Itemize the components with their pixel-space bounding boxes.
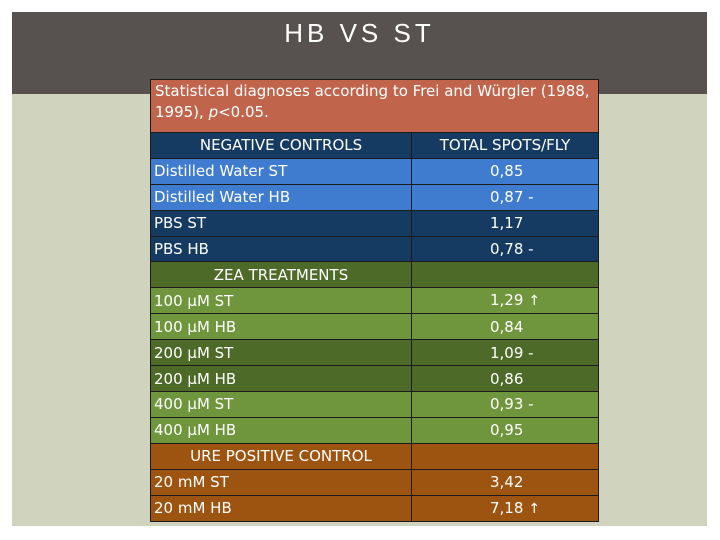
table-row: 400 µM ST 0,93 -	[150, 391, 600, 418]
table-row: Distilled Water ST 0,85	[150, 157, 600, 185]
caption-tail: <0.05.	[218, 103, 269, 121]
caption-row: Statistical diagnoses according to Frei …	[149, 79, 600, 133]
row-label: 400 µM HB	[150, 416, 412, 444]
row-value: 1,17	[410, 209, 600, 237]
table-row: PBS HB 0,78 -	[150, 235, 600, 263]
table-row: Distilled Water HB 0,87 -	[150, 183, 600, 211]
row-value-cell: 1,29 ↑	[410, 287, 600, 315]
caption-main: Statistical diagnoses according to Frei …	[155, 82, 590, 121]
row-value: 0,78 -	[410, 235, 600, 263]
up-arrow-icon: ↑	[528, 500, 541, 517]
table-row: 20 mM HB 7,18 ↑	[150, 494, 600, 522]
ure-positive-control-header: URE POSITIVE CONTROL	[150, 442, 412, 470]
row-label: Distilled Water HB	[150, 183, 412, 211]
row-value: 1,29	[490, 291, 524, 310]
table-row: 200 µM ST 1,09 -	[150, 339, 600, 367]
zea-treatments-header: ZEA TREATMENTS	[150, 261, 412, 289]
row-label: 100 µM HB	[150, 313, 412, 341]
row-label: 200 µM HB	[150, 365, 412, 393]
row-label: 20 mM HB	[150, 494, 412, 522]
caption-p: p	[208, 103, 219, 121]
section-header-row: ZEA TREATMENTS	[150, 261, 600, 289]
row-value: 0,95	[410, 416, 600, 444]
row-label: 100 µM ST	[150, 287, 412, 315]
table-caption: Statistical diagnoses according to Frei …	[149, 79, 600, 133]
row-value: 0,93 -	[410, 391, 600, 418]
up-arrow-icon: ↑	[528, 293, 541, 310]
table-row: 200 µM HB 0,86	[150, 365, 600, 393]
row-label: 400 µM ST	[150, 391, 412, 418]
results-table: Statistical diagnoses according to Frei …	[149, 79, 600, 522]
row-value-cell: 7,18 ↑	[410, 494, 600, 522]
row-value: 0,86	[410, 365, 600, 393]
table-row: 20 mM ST 3,42	[150, 468, 600, 496]
header-row: NEGATIVE CONTROLS TOTAL SPOTS/FLY	[150, 132, 600, 159]
header-total-spots: TOTAL SPOTS/FLY	[410, 132, 600, 159]
table-row: 100 µM HB 0,84	[150, 313, 600, 341]
empty-cell	[410, 442, 600, 470]
row-label: 200 µM ST	[150, 339, 412, 367]
section-header-row: URE POSITIVE CONTROL	[150, 442, 600, 470]
row-value: 3,42	[410, 468, 600, 496]
row-value: 0,84	[410, 313, 600, 341]
row-value: 0,87 -	[410, 183, 600, 211]
table-row: 100 µM ST 1,29 ↑	[150, 287, 600, 315]
row-label: 20 mM ST	[150, 468, 412, 496]
row-value: 7,18	[490, 498, 524, 517]
row-value: 1,09 -	[410, 339, 600, 367]
slide-title: HB VS ST	[284, 18, 435, 48]
table-row: PBS ST 1,17	[150, 209, 600, 237]
row-label: Distilled Water ST	[150, 157, 412, 185]
row-label: PBS HB	[150, 235, 412, 263]
header-negative-controls: NEGATIVE CONTROLS	[150, 132, 412, 159]
empty-cell	[410, 261, 600, 289]
table-row: 400 µM HB 0,95	[150, 416, 600, 444]
row-label: PBS ST	[150, 209, 412, 237]
row-value: 0,85	[410, 157, 600, 185]
